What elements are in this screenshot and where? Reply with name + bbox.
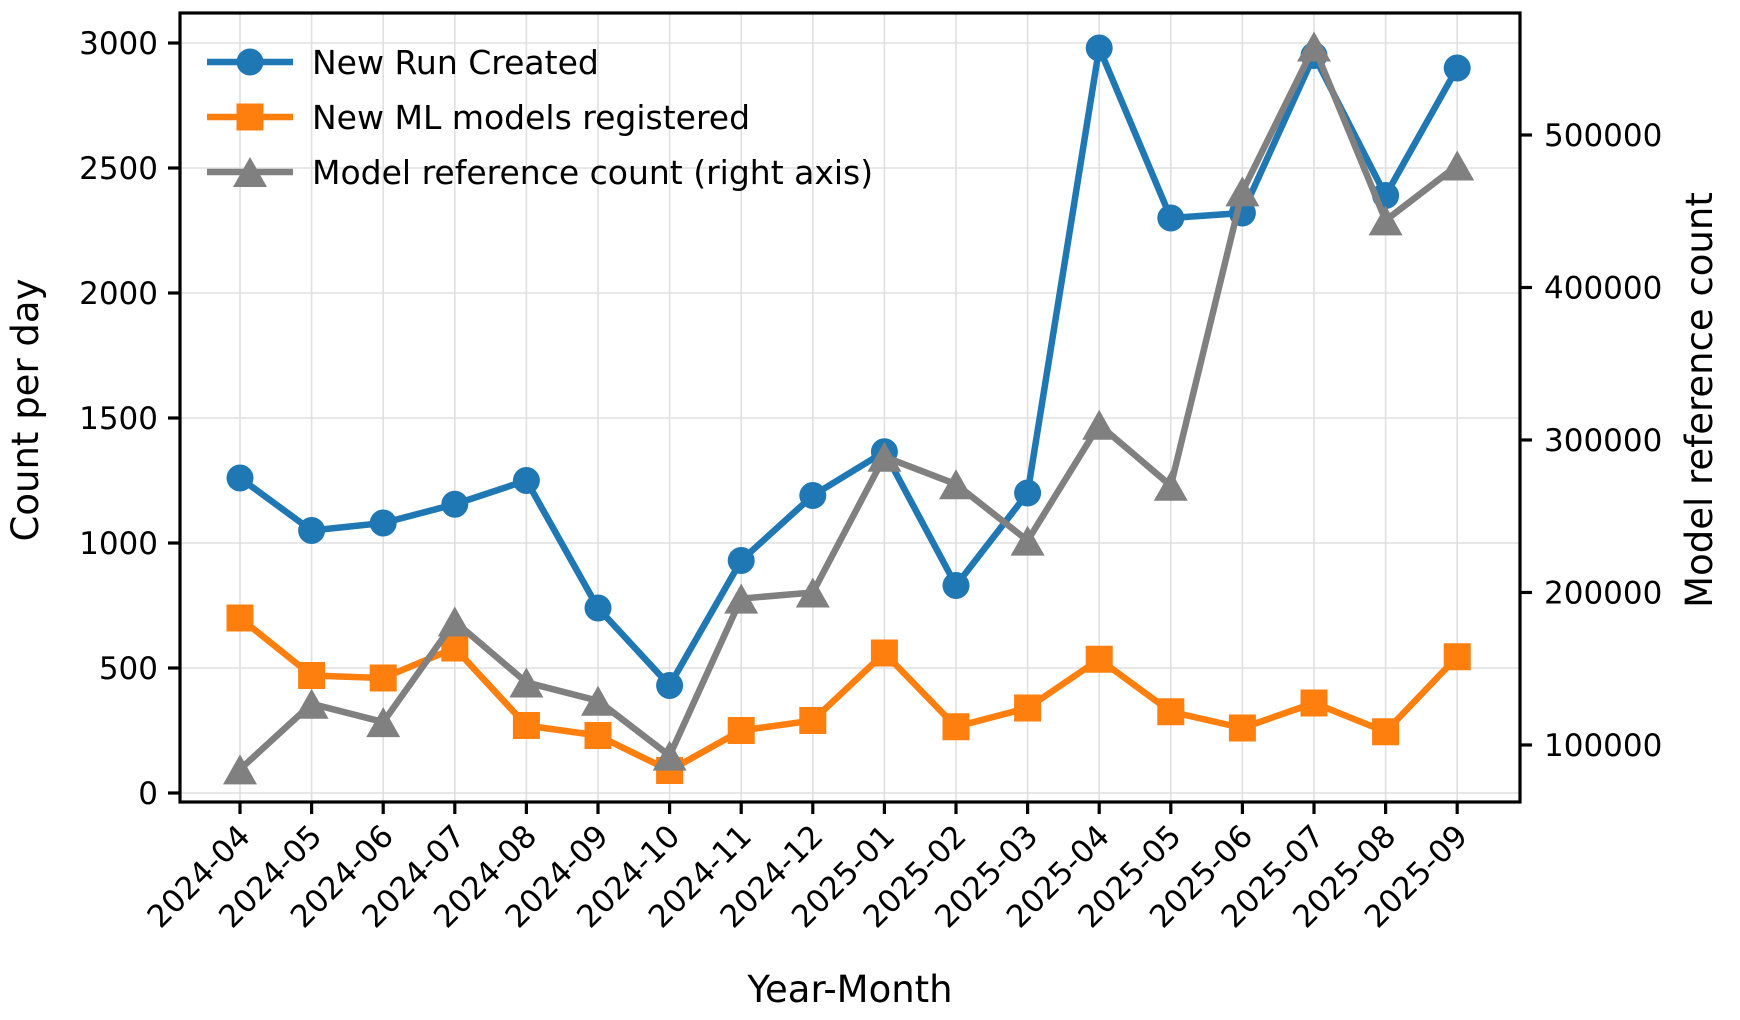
triangle-marker-icon: [223, 754, 257, 785]
legend-item: New Run Created: [207, 43, 599, 82]
square-marker-icon: [1085, 645, 1113, 673]
triangle-marker-icon: [1225, 176, 1260, 207]
legend-label: Model reference count (right axis): [312, 153, 873, 192]
right-axis-tick-label: 300000: [1544, 423, 1662, 459]
square-marker-icon: [1228, 714, 1256, 742]
triangle-marker-icon: [1368, 205, 1403, 236]
legend-label: New Run Created: [312, 43, 599, 82]
triangle-marker-icon: [509, 667, 544, 698]
legend-item: New ML models registered: [207, 98, 750, 137]
square-marker-icon: [870, 639, 898, 667]
left-axis-tick-label: 2500: [79, 151, 158, 187]
circle-marker-icon: [656, 672, 684, 699]
square-marker-icon: [942, 713, 970, 741]
square-marker-icon: [1443, 643, 1471, 671]
triangle-marker-icon: [1440, 150, 1475, 181]
left-axis-tick-label: 0: [138, 776, 158, 812]
triangle-marker-icon: [1297, 31, 1331, 62]
circle-marker-icon: [942, 572, 970, 599]
square-marker-icon: [1014, 694, 1042, 722]
triangle-marker-icon: [437, 606, 472, 637]
right-axis-tick-label: 500000: [1544, 118, 1662, 154]
series-model-reference-count-right-axis-: [223, 31, 1475, 785]
circle-marker-icon: [369, 509, 397, 537]
series-line: [236, 43, 1461, 773]
circle-marker-icon: [1157, 204, 1185, 232]
square-marker-icon: [727, 717, 755, 744]
right-axis-tick-label: 200000: [1544, 575, 1662, 611]
circle-marker-icon: [512, 467, 540, 494]
triangle-marker-icon: [867, 441, 902, 472]
circle-marker-icon: [441, 490, 469, 518]
legend-item: Model reference count (right axis): [207, 153, 873, 192]
plot-border: [178, 11, 1522, 804]
triangle-marker-icon: [581, 685, 615, 716]
legend-label: New ML models registered: [312, 98, 750, 137]
circle-marker-icon: [799, 482, 827, 509]
left-axis-title: Count per day: [4, 279, 47, 542]
circle-marker-icon: [1085, 34, 1113, 62]
legend: New Run Created New ML models registered M…: [207, 43, 873, 192]
axis-ticks: [168, 41, 1532, 814]
x-axis-title: Year-Month: [746, 968, 952, 1011]
left-axis-tick-label: 1500: [79, 401, 158, 437]
triangle-marker-icon: [1082, 409, 1117, 440]
series-new-run-created: [226, 34, 1471, 699]
left-axis-tick-label: 1000: [79, 526, 158, 562]
square-marker-icon: [799, 707, 827, 734]
right-axis-tick-label: 100000: [1544, 728, 1662, 764]
triangle-marker-icon: [724, 583, 759, 614]
triangle-marker-icon: [233, 157, 267, 187]
square-marker-icon: [584, 722, 612, 749]
square-marker-icon: [236, 103, 264, 131]
square-marker-icon: [512, 712, 540, 739]
square-marker-icon: [369, 664, 397, 692]
triangle-marker-icon: [795, 577, 830, 608]
right-axis-title: Model reference count: [1678, 192, 1721, 608]
square-marker-icon: [1157, 698, 1185, 726]
square-marker-icon: [1300, 689, 1328, 717]
triangle-marker-icon: [366, 707, 401, 738]
square-marker-icon: [1372, 718, 1400, 746]
gridlines: [180, 13, 1520, 802]
circle-marker-icon: [1443, 54, 1471, 82]
triangle-marker-icon: [294, 688, 329, 719]
circle-marker-icon: [584, 594, 612, 622]
triangle-marker-icon: [1010, 525, 1045, 556]
square-marker-icon: [298, 662, 326, 689]
square-marker-icon: [226, 604, 254, 632]
left-axis-tick-label: 500: [99, 651, 158, 687]
circle-marker-icon: [727, 547, 755, 574]
circle-marker-icon: [236, 48, 264, 76]
triangle-marker-icon: [939, 469, 973, 500]
left-axis-tick-label: 2000: [79, 276, 158, 312]
circle-marker-icon: [298, 517, 326, 544]
circle-marker-icon: [226, 464, 254, 492]
triangle-marker-icon: [652, 740, 687, 771]
triangle-marker-icon: [1153, 470, 1188, 501]
right-axis-tick-label: 400000: [1544, 270, 1662, 306]
left-axis-tick-label: 3000: [79, 26, 158, 62]
circle-marker-icon: [1014, 479, 1042, 507]
series-new-ml-models-registered: [226, 604, 1471, 784]
